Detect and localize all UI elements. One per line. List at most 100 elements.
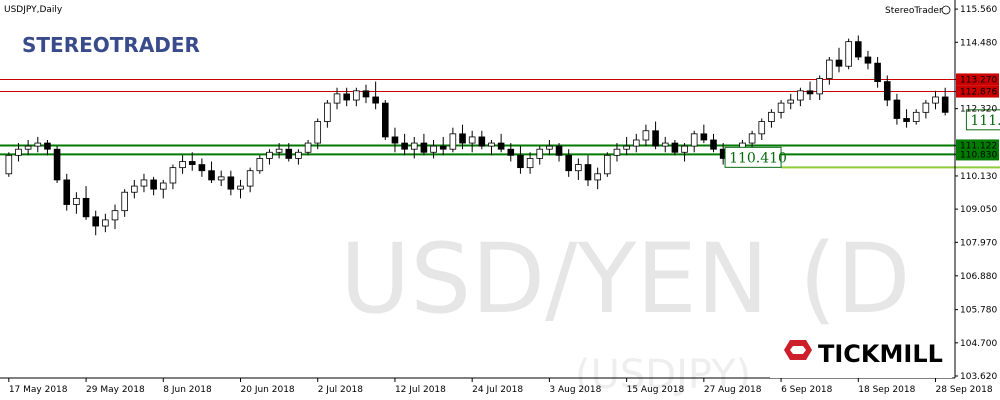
candle: [468, 136, 476, 144]
x-tick-label: 8 Jun 2018: [163, 385, 212, 395]
candle: [285, 148, 293, 159]
candle: [256, 158, 264, 172]
candle: [826, 59, 833, 79]
candle: [131, 185, 138, 193]
x-axis: 17 May 2018 29 May 2018 8 Jun 2018 20 Jun 2…: [8, 378, 993, 395]
candle: [198, 164, 206, 172]
candle: [324, 102, 331, 122]
y-tick-label: 105.780: [960, 306, 997, 316]
candle: [92, 216, 100, 227]
candle: [806, 90, 814, 95]
candle: [188, 161, 196, 165]
candle: [314, 121, 322, 144]
candle: [295, 151, 302, 159]
candle: [922, 102, 930, 113]
x-tick-label: 15 Aug 2018: [627, 385, 685, 395]
candle: [15, 148, 22, 156]
annotation-box: [965, 109, 1000, 131]
candle: [111, 210, 119, 221]
candle: [275, 148, 283, 153]
candle: [507, 148, 515, 156]
watermark-subtext: (USDJPY): [575, 352, 751, 398]
candle: [266, 151, 273, 159]
candle: [362, 90, 370, 98]
candle: [63, 179, 71, 205]
y-tick-label: 112.320: [960, 105, 997, 115]
candle: [855, 41, 862, 58]
candle: [681, 145, 688, 153]
x-tick-label: 27 Aug 2018: [704, 385, 762, 395]
candle: [333, 93, 341, 104]
candle: [140, 179, 148, 187]
candle: [874, 62, 881, 82]
candle: [903, 118, 910, 122]
candle: [642, 130, 650, 141]
candle: [343, 93, 350, 101]
y-tick-label: 115.560: [960, 5, 997, 15]
watermark: USD/YEN (D (USDJPY): [340, 223, 910, 398]
candle: [34, 142, 42, 147]
candle: [488, 142, 495, 147]
candle: [246, 170, 254, 187]
candle: [497, 142, 505, 150]
y-tick-label: 106.880: [960, 272, 997, 282]
candle: [449, 133, 457, 150]
tickmill-logo-text: TICKMILL: [818, 340, 943, 368]
candle: [700, 133, 708, 141]
candle: [594, 173, 601, 181]
annotation-label: 110.410: [729, 150, 787, 166]
candle: [893, 99, 901, 119]
candle: [217, 176, 225, 181]
candle: [73, 197, 80, 205]
candle: [758, 121, 766, 135]
candle: [208, 170, 215, 181]
y-tick-label: 114.480: [960, 38, 997, 48]
y-tick-label: 113.270: [960, 75, 997, 85]
horizontal-levels: [0, 78, 955, 156]
smiley-icon: [941, 5, 951, 15]
stereotrader-logo-text: STEREOTRADER: [22, 33, 200, 57]
x-tick-label: 18 Sep 2018: [858, 385, 915, 395]
y-tick-label: 107.970: [960, 238, 997, 248]
candle: [565, 154, 573, 172]
annotations: 111.631 110.410: [724, 109, 1000, 168]
candle: [536, 148, 544, 159]
candle: [44, 142, 51, 150]
x-tick-label: 12 Jul 2018: [395, 385, 446, 395]
candle: [391, 136, 399, 144]
candle: [372, 96, 379, 104]
x-tick-label: 20 Jun 2018: [241, 385, 295, 395]
brand-label: StereoTrader: [885, 6, 943, 16]
candle: [179, 161, 186, 169]
candle: [459, 133, 466, 144]
candle: [159, 182, 167, 190]
y-tick-label: 112.876: [960, 88, 997, 98]
x-tick-label: 29 May 2018: [86, 385, 145, 395]
candle: [24, 145, 32, 150]
candles: [5, 35, 949, 236]
watermark-text: USD/YEN (D: [340, 223, 910, 335]
x-tick-label: 24 Jul 2018: [472, 385, 523, 395]
candle: [604, 154, 611, 175]
candle: [768, 111, 775, 122]
candle: [661, 142, 669, 147]
candle: [517, 154, 524, 169]
candle: [5, 154, 13, 175]
candle: [53, 148, 61, 181]
annotation-box: [724, 146, 782, 168]
candle: [864, 56, 872, 64]
candle: [883, 81, 891, 101]
candle: [575, 164, 582, 172]
candle: [912, 111, 920, 122]
candle: [381, 102, 389, 138]
candle: [169, 167, 177, 184]
candle: [150, 179, 157, 190]
x-tick-label: 2 Jul 2018: [318, 385, 363, 395]
y-axis: 115.560 114.480 113.270 112.876 112.320 111.1…: [955, 5, 999, 382]
candle: [526, 158, 534, 169]
y-level-badge: [956, 73, 999, 86]
candle: [304, 142, 312, 153]
candle: [82, 197, 90, 218]
candle: [439, 145, 447, 150]
